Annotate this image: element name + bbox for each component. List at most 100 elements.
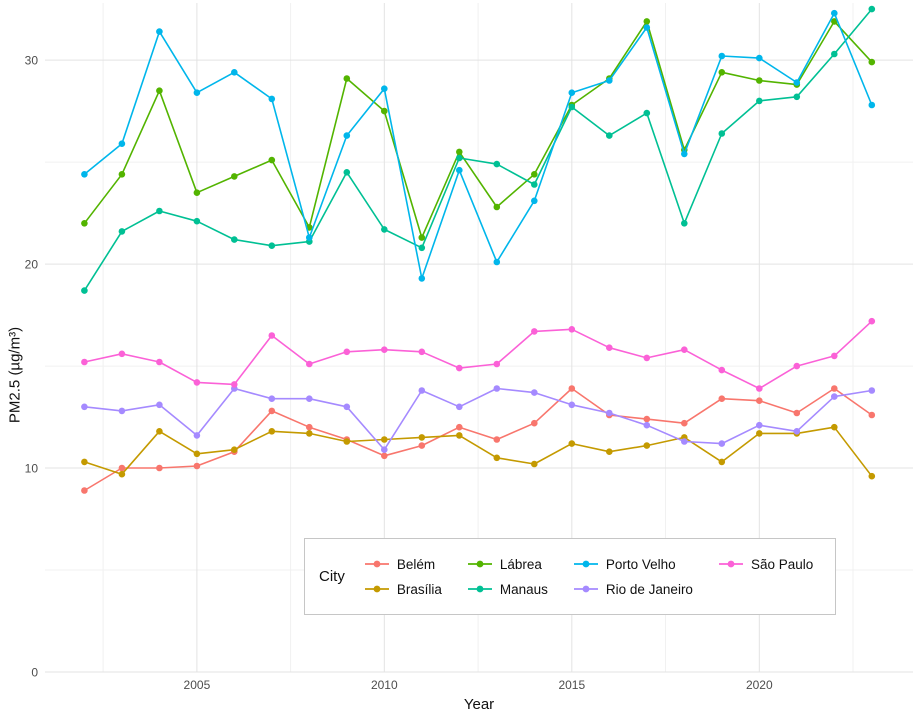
data-point-manaus-2009 (343, 169, 351, 176)
data-point-brasilia-2022 (831, 423, 838, 431)
data-point-porto-velho-2023 (868, 101, 876, 109)
data-point-belem-2014 (531, 419, 538, 427)
legend-key-dot-sao-paulo (727, 560, 735, 568)
data-point-porto-velho-2007 (268, 95, 276, 103)
data-point-rio-de-janeiro-2020 (756, 421, 763, 429)
data-point-belem-2023 (868, 411, 876, 419)
data-point-rio-de-janeiro-2009 (343, 403, 351, 411)
data-point-rio-de-janeiro-2018 (681, 438, 688, 445)
legend-key-belem (364, 560, 389, 568)
data-point-sao-paulo-2018 (681, 346, 688, 354)
data-point-belem-2012 (456, 423, 463, 431)
data-point-porto-velho-2018 (681, 150, 688, 158)
data-point-belem-2007 (268, 407, 276, 415)
data-point-brasilia-2011 (418, 434, 426, 441)
series-line-brasilia (83, 426, 873, 478)
data-point-sao-paulo-2007 (268, 332, 276, 339)
data-point-rio-de-janeiro-2022 (831, 393, 838, 400)
data-point-manaus-2019 (718, 130, 726, 137)
data-point-sao-paulo-2014 (531, 328, 538, 335)
data-point-belem-2015 (568, 385, 576, 392)
legend-label-brasilia: Brasília (396, 581, 442, 597)
legend-key-brasilia (364, 585, 389, 593)
data-point-brasilia-2008 (306, 430, 313, 437)
data-point-sao-paulo-2005 (193, 379, 201, 386)
data-point-brasilia-2003 (118, 470, 126, 478)
data-point-porto-velho-2009 (343, 132, 351, 139)
y-tick-label-0: 0 (31, 666, 38, 680)
data-point-manaus-2018 (681, 220, 688, 227)
data-point-labrea-2004 (156, 87, 163, 94)
data-point-brasilia-2010 (381, 436, 388, 443)
legend-label-belem: Belém (396, 556, 436, 572)
data-point-porto-velho-2003 (118, 140, 126, 147)
data-point-labrea-2023 (868, 58, 876, 66)
legend-entry-belem: Belém (364, 556, 442, 572)
data-point-manaus-2014 (531, 181, 538, 188)
data-point-manaus-2002 (81, 287, 88, 294)
data-point-rio-de-janeiro-2002 (81, 403, 88, 411)
data-point-porto-velho-2005 (193, 89, 201, 96)
data-point-sao-paulo-2013 (493, 360, 501, 368)
data-point-sao-paulo-2008 (306, 360, 313, 368)
data-point-sao-paulo-2016 (606, 344, 613, 352)
legend-label-rio-de-janeiro: Rio de Janeiro (605, 581, 693, 597)
legend-key-dot-rio-de-janeiro (582, 585, 590, 593)
data-point-brasilia-2002 (81, 458, 88, 466)
data-point-brasilia-2019 (718, 458, 726, 466)
data-point-labrea-2006 (231, 173, 238, 180)
data-point-sao-paulo-2017 (643, 354, 651, 362)
data-point-rio-de-janeiro-2016 (606, 409, 613, 417)
data-point-rio-de-janeiro-2019 (718, 440, 726, 447)
data-point-rio-de-janeiro-2005 (193, 432, 201, 439)
data-point-porto-velho-2019 (718, 52, 726, 60)
data-point-labrea-2009 (343, 75, 351, 82)
data-point-rio-de-janeiro-2012 (456, 403, 463, 411)
data-point-porto-velho-2006 (231, 69, 238, 76)
data-point-labrea-2005 (193, 189, 201, 196)
legend-key-dot-labrea (476, 560, 484, 568)
data-point-porto-velho-2012 (456, 166, 463, 174)
y-axis-title: PM2.5 (µg/m³) (6, 326, 24, 424)
data-point-belem-2019 (718, 395, 726, 403)
data-point-labrea-2017 (643, 18, 651, 25)
series-line-manaus (83, 8, 873, 292)
data-point-rio-de-janeiro-2014 (531, 389, 538, 396)
data-point-belem-2010 (381, 452, 388, 460)
legend-entry-manaus: Manaus (467, 582, 548, 597)
data-point-sao-paulo-2003 (118, 350, 126, 358)
data-point-rio-de-janeiro-2010 (381, 446, 388, 454)
x-tick-label-2010: 2010 (371, 678, 398, 692)
data-point-sao-paulo-2011 (418, 348, 426, 356)
data-point-manaus-2023 (868, 5, 876, 13)
x-tick-label-2015: 2015 (558, 678, 585, 692)
y-tick-label-20: 20 (25, 258, 39, 272)
legend-entry-labrea: Lábrea (467, 556, 548, 572)
legend-entry-rio-de-janeiro: Rio de Janeiro (573, 581, 693, 597)
data-point-rio-de-janeiro-2015 (568, 401, 576, 409)
series-line-sao-paulo (83, 320, 873, 390)
x-tick-label-2020: 2020 (746, 678, 773, 692)
data-point-belem-2002 (81, 487, 88, 494)
data-point-porto-velho-2011 (418, 275, 426, 282)
legend-key-dot-brasilia (373, 585, 381, 593)
data-point-belem-2018 (681, 419, 688, 427)
data-point-manaus-2013 (493, 160, 501, 168)
data-point-brasilia-2012 (456, 432, 463, 439)
series-line-belem (83, 387, 873, 492)
data-point-belem-2021 (793, 409, 801, 417)
data-point-manaus-2010 (381, 226, 388, 233)
series-line-rio-de-janeiro (83, 387, 873, 451)
series-line-porto-velho (83, 12, 873, 280)
data-point-sao-paulo-2020 (756, 385, 763, 392)
data-point-sao-paulo-2015 (568, 326, 576, 333)
legend-label-labrea: Lábrea (499, 556, 542, 572)
legend-key-dot-belem (373, 560, 381, 568)
data-point-brasilia-2006 (231, 446, 238, 454)
data-point-rio-de-janeiro-2011 (418, 387, 426, 394)
data-point-sao-paulo-2010 (381, 346, 388, 354)
data-point-belem-2017 (643, 415, 651, 423)
data-point-porto-velho-2017 (643, 24, 651, 31)
data-point-manaus-2020 (756, 97, 763, 105)
data-point-sao-paulo-2023 (868, 317, 876, 325)
